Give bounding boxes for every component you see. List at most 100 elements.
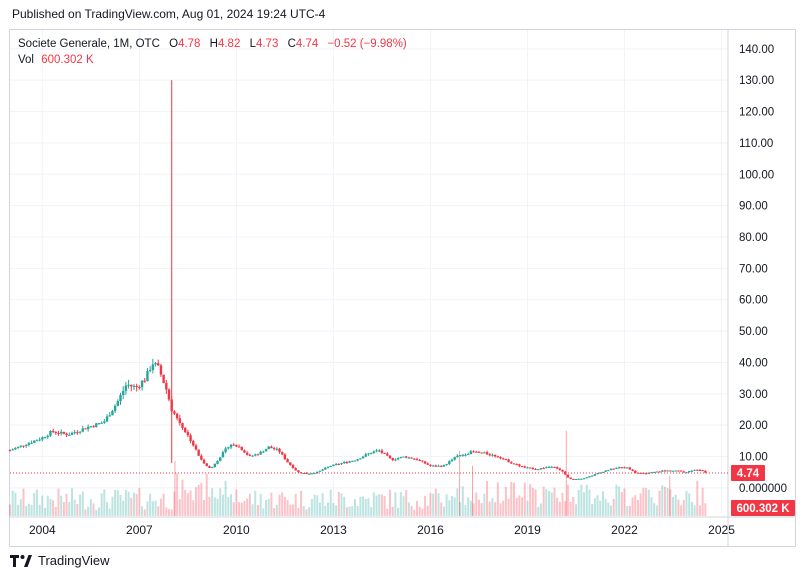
- volume-bar: [176, 473, 179, 516]
- volume-bar: [62, 502, 65, 516]
- volume-bar: [157, 506, 160, 516]
- volume-bar: [588, 489, 591, 516]
- candle-body: [450, 459, 454, 462]
- candle-body: [121, 390, 125, 396]
- candle-body: [254, 454, 257, 456]
- candle-body: [232, 444, 235, 446]
- candle-body: [219, 457, 222, 461]
- volume-bar: [254, 490, 257, 516]
- volume-bar: [542, 486, 545, 516]
- volume-bar: [583, 492, 586, 516]
- candle-body: [60, 431, 63, 434]
- candle-body: [696, 469, 699, 471]
- candle-body: [175, 413, 179, 419]
- candle-body: [580, 478, 583, 480]
- candle-body: [493, 454, 497, 457]
- candle-body: [477, 451, 481, 453]
- volume-bar: [211, 488, 214, 516]
- volume-bar: [256, 504, 259, 516]
- volume-bar: [189, 490, 192, 516]
- candle-body: [243, 450, 246, 453]
- candle-body: [448, 461, 451, 465]
- legend-high-value: 4.82: [217, 38, 241, 50]
- volume-bar: [696, 480, 699, 516]
- candle-body: [480, 452, 483, 454]
- footer: TradingView: [10, 553, 110, 568]
- candle-body: [286, 459, 289, 463]
- candle-body: [192, 441, 195, 446]
- volume-bar: [308, 507, 311, 516]
- tradingview-logo-text[interactable]: TradingView: [38, 553, 110, 568]
- last-price-badge: [731, 465, 765, 482]
- volume-bar: [639, 493, 642, 516]
- volume-bar: [663, 486, 666, 516]
- y-tick-label: 40.00: [739, 357, 768, 369]
- candle-body: [189, 435, 192, 442]
- candle-body: [302, 473, 305, 475]
- volume-bar: [380, 494, 383, 516]
- candle-body: [248, 454, 252, 456]
- candle-body: [100, 422, 103, 424]
- candle-body: [157, 363, 160, 366]
- volume-bar: [477, 499, 480, 516]
- candle-body: [378, 450, 381, 452]
- volume-bar: [510, 481, 513, 516]
- candle-body: [97, 423, 101, 425]
- candle-body: [332, 464, 335, 466]
- candle-body: [545, 467, 548, 469]
- y-tick-label: 0.000000: [739, 483, 787, 495]
- candle-body: [464, 454, 467, 456]
- volume-bar: [424, 495, 427, 516]
- candle-body: [348, 461, 351, 463]
- candle-body: [620, 467, 624, 469]
- volume-bar: [259, 493, 262, 516]
- candle-body: [297, 470, 300, 473]
- volume-bar: [445, 494, 448, 516]
- x-tick-label: 2010: [223, 523, 250, 537]
- volume-bar: [332, 502, 335, 516]
- volume-bar: [448, 500, 451, 516]
- volume-bar: [19, 499, 22, 516]
- candle-body: [227, 447, 230, 449]
- volume-bar: [690, 501, 693, 516]
- candle-body: [19, 445, 22, 447]
- candle-body: [270, 446, 273, 449]
- volume-bar: [33, 492, 36, 516]
- candle-body: [245, 452, 249, 455]
- candle-body: [351, 460, 354, 462]
- candle-body: [485, 452, 489, 455]
- volume-bar: [556, 497, 559, 516]
- candle-body: [208, 466, 211, 468]
- volume-bar: [418, 506, 421, 516]
- volume-bar: [402, 496, 405, 516]
- candle-body: [523, 466, 526, 468]
- volume-bar: [593, 498, 596, 516]
- volume-bar: [138, 488, 141, 516]
- candle-body: [49, 430, 52, 436]
- volume-bar: [345, 507, 348, 516]
- candle-body: [38, 439, 41, 441]
- volume-bar: [569, 501, 572, 516]
- candle-body: [413, 458, 416, 460]
- volume-bar: [283, 496, 286, 516]
- candle-body: [488, 454, 491, 456]
- volume-bar: [49, 499, 52, 516]
- candle-body: [431, 465, 435, 467]
- candle-body: [33, 440, 36, 443]
- candle-body: [76, 432, 79, 434]
- volume-bar: [548, 490, 551, 516]
- volume-bar: [35, 489, 38, 516]
- volume-bar: [437, 493, 440, 516]
- volume-bar: [523, 482, 526, 516]
- volume-bar: [415, 501, 418, 516]
- candle-body: [367, 453, 370, 455]
- candle-body: [186, 432, 190, 436]
- volume-bar: [278, 494, 281, 516]
- candle-body: [135, 385, 138, 388]
- volume-bar: [537, 506, 540, 516]
- volume-bar: [601, 491, 604, 516]
- candle-body: [340, 463, 343, 465]
- candle-body: [407, 457, 411, 459]
- volume-bar: [81, 491, 84, 516]
